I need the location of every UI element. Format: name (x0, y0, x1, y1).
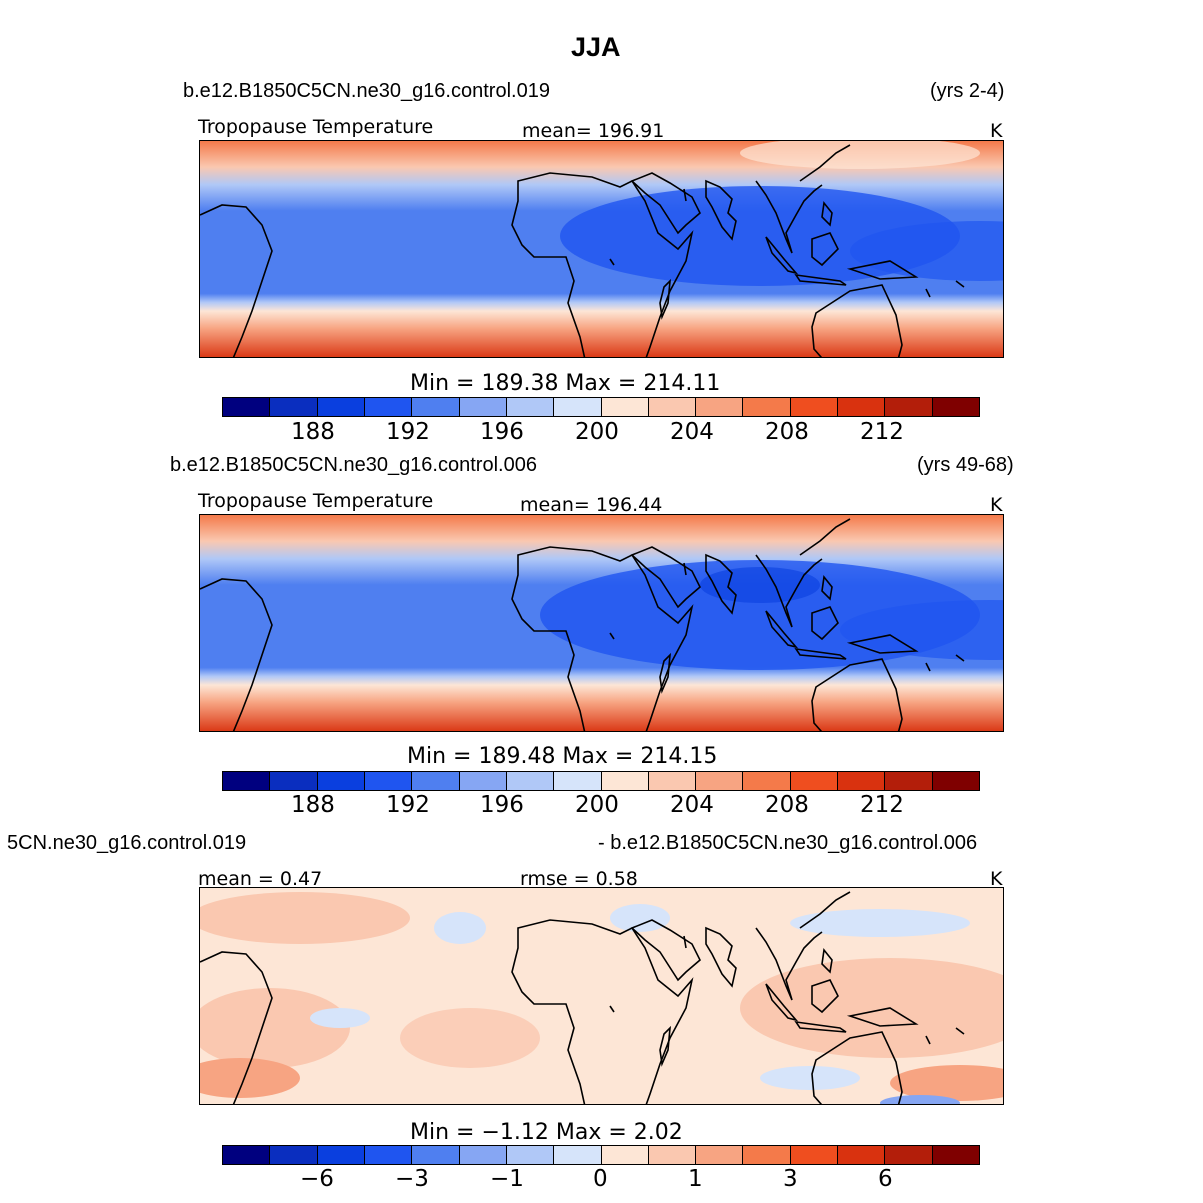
colorbar-swatch (270, 772, 318, 790)
colorbar-swatch (601, 1146, 649, 1164)
panel2-map-field (200, 515, 1003, 731)
panel3-tick: −3 (395, 1166, 429, 1192)
panel2-tick: 208 (765, 792, 809, 818)
colorbar-swatch (554, 772, 602, 790)
colorbar-swatch (838, 1146, 886, 1164)
colorbar-swatch (790, 398, 839, 416)
panel3-tick: 1 (688, 1166, 703, 1192)
colorbar-swatch (790, 772, 839, 790)
panel3-units: K (990, 868, 1003, 890)
colorbar-swatch (459, 398, 507, 416)
panel3-tick: 6 (878, 1166, 893, 1192)
colorbar-swatch (270, 398, 318, 416)
colorbar-swatch (506, 772, 555, 790)
panel1-map-field (200, 141, 1003, 357)
panel2-map (199, 514, 1004, 732)
panel2-case-name: b.e12.B1850C5CN.ne30_g16.control.006 (170, 454, 537, 476)
panel1-minmax: Min = 189.38 Max = 214.11 (410, 371, 721, 396)
colorbar-swatch (223, 772, 271, 790)
colorbar-swatch (696, 398, 744, 416)
colorbar-swatch (743, 1146, 791, 1164)
panel2-mean: mean= 196.44 (520, 494, 663, 516)
colorbar-swatch (838, 398, 886, 416)
colorbar-swatch (932, 772, 979, 790)
colorbar-swatch (696, 1146, 744, 1164)
colorbar-swatch (601, 772, 649, 790)
panel2-tick: 212 (860, 792, 904, 818)
panel3-map-field (200, 888, 1003, 1104)
panel1-mean: mean= 196.91 (522, 120, 665, 142)
panel3-mean: mean = 0.47 (198, 868, 323, 890)
panel1-tick: 188 (291, 419, 335, 445)
colorbar-swatch (223, 398, 271, 416)
panel1-case-name: b.e12.B1850C5CN.ne30_g16.control.019 (183, 80, 550, 102)
colorbar-swatch (317, 772, 365, 790)
panel3-tick: −1 (490, 1166, 524, 1192)
colorbar-swatch (885, 1146, 933, 1164)
panel1-tick: 196 (480, 419, 524, 445)
panel1-tick: 192 (386, 419, 430, 445)
colorbar-swatch (743, 772, 791, 790)
panel2-tick: 188 (291, 792, 335, 818)
colorbar-swatch (932, 1146, 979, 1164)
panel3-minmax: Min = −1.12 Max = 2.02 (410, 1120, 683, 1145)
colorbar-swatch (838, 772, 886, 790)
colorbar-swatch (506, 398, 555, 416)
panel1-tick: 212 (860, 419, 904, 445)
panel2-units: K (990, 494, 1003, 516)
panel1-units: K (990, 120, 1003, 142)
panel3-rmse: rmse = 0.58 (520, 868, 638, 890)
colorbar-swatch (270, 1146, 318, 1164)
panel1-years: (yrs 2-4) (930, 80, 1005, 102)
colorbar-swatch (317, 398, 365, 416)
colorbar-swatch (601, 398, 649, 416)
panel1-map (199, 140, 1004, 358)
panel3-colorbar (222, 1145, 980, 1165)
figure-title: JJA (571, 32, 621, 62)
panel3-tick: −6 (300, 1166, 334, 1192)
colorbar-swatch (648, 1146, 697, 1164)
colorbar-swatch (696, 772, 744, 790)
colorbar-swatch (459, 772, 507, 790)
panel2-tick: 204 (670, 792, 714, 818)
colorbar-swatch (554, 398, 602, 416)
panel2-years: (yrs 49-68) (917, 454, 1014, 476)
colorbar-swatch (412, 398, 460, 416)
colorbar-swatch (459, 1146, 507, 1164)
colorbar-swatch (932, 398, 979, 416)
colorbar-swatch (412, 772, 460, 790)
panel1-variable-label: Tropopause Temperature (198, 116, 434, 138)
panel3-map (199, 887, 1004, 1105)
colorbar-swatch (223, 1146, 271, 1164)
colorbar-swatch (506, 1146, 555, 1164)
colorbar-swatch (885, 772, 933, 790)
colorbar-swatch (364, 772, 413, 790)
panel1-tick: 200 (575, 419, 619, 445)
panel3-case-right: - b.e12.B1850C5CN.ne30_g16.control.006 (598, 832, 978, 854)
panel1-tick: 208 (765, 419, 809, 445)
panel2-tick: 200 (575, 792, 619, 818)
colorbar-swatch (412, 1146, 460, 1164)
colorbar-swatch (743, 398, 791, 416)
panel1-colorbar (222, 397, 980, 417)
colorbar-swatch (648, 398, 697, 416)
colorbar-swatch (317, 1146, 365, 1164)
colorbar-swatch (648, 772, 697, 790)
panel2-colorbar (222, 771, 980, 791)
colorbar-swatch (790, 1146, 839, 1164)
panel2-tick: 192 (386, 792, 430, 818)
colorbar-swatch (364, 1146, 413, 1164)
colorbar-swatch (885, 398, 933, 416)
panel3-case-left: 5CN.ne30_g16.control.019 (7, 832, 247, 854)
panel2-tick: 196 (480, 792, 524, 818)
colorbar-swatch (364, 398, 413, 416)
panel3-tick: 0 (593, 1166, 608, 1192)
panel3-tick: 3 (783, 1166, 798, 1192)
panel1-tick: 204 (670, 419, 714, 445)
panel2-minmax: Min = 189.48 Max = 214.15 (407, 744, 718, 769)
panel2-variable-label: Tropopause Temperature (198, 490, 434, 512)
colorbar-swatch (554, 1146, 602, 1164)
